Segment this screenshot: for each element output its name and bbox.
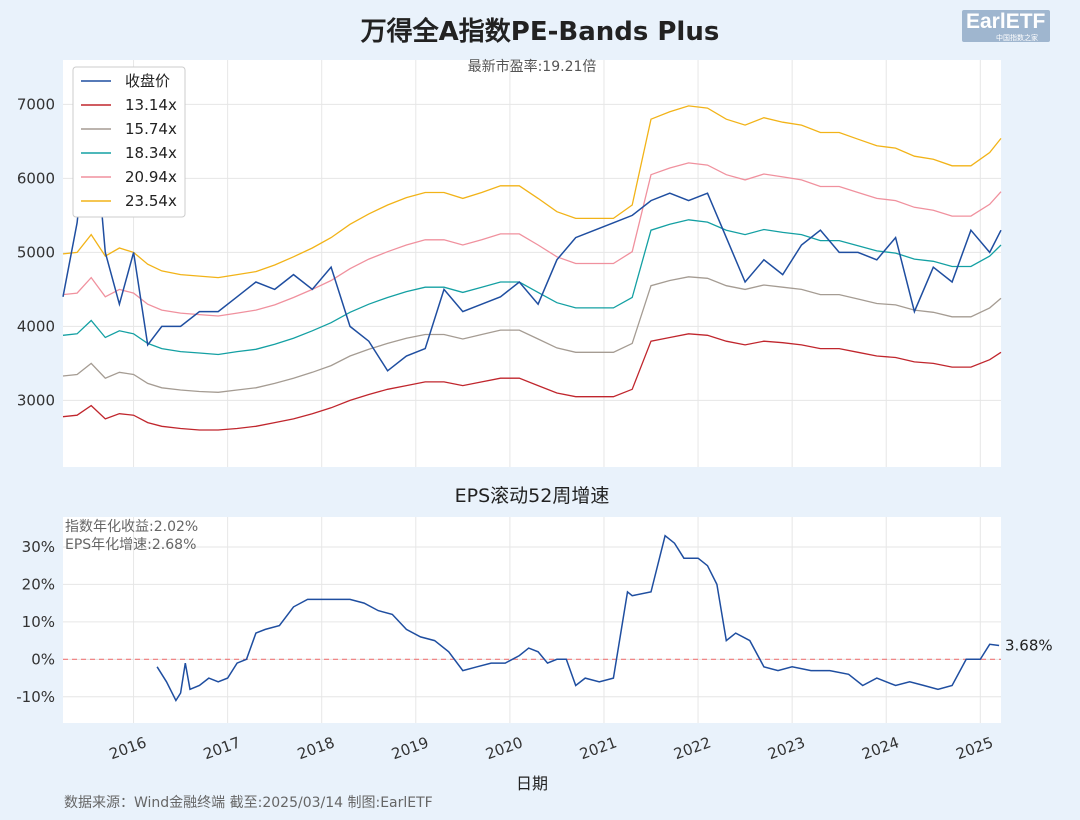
logo-subtext: 中国指数之家 — [996, 34, 1038, 42]
xtick-label: 2024 — [859, 733, 901, 763]
bottom-chart-title: EPS滚动52周增速 — [455, 485, 610, 507]
pe-bands-chart: 万得全A指数PE-Bands Plus 最新市盈率:19.21倍 3000 4000 5… — [17, 16, 1002, 467]
bottom-ytick-label: 10% — [22, 613, 55, 631]
footer-source: 数据来源：Wind金融终端 截至:2025/03/14 制图:EarlETF — [64, 795, 433, 811]
series-line-13.14x — [62, 333, 1002, 431]
bottom-plot-area — [63, 517, 1001, 723]
annotation-2: EPS年化增速:2.68% — [65, 537, 196, 553]
top-chart-subtitle: 最新市盈率:19.21倍 — [468, 58, 597, 75]
logo: EarlETF 中国指数之家 — [962, 10, 1050, 42]
last-value-label: 3.68% — [1005, 636, 1053, 654]
bottom-ytick-label: 20% — [22, 575, 55, 593]
logo-text: EarlETF — [966, 10, 1046, 33]
xtick-label: 2016 — [107, 733, 149, 763]
xtick-label: 2020 — [483, 733, 525, 763]
legend-label-收盘价: 收盘价 — [125, 72, 170, 90]
series-line-收盘价 — [62, 89, 1002, 372]
annotation-1: 指数年化收益:2.02% — [65, 519, 198, 535]
top-ytick-label: 4000 — [17, 317, 55, 335]
bottom-ytick-label: 30% — [22, 538, 55, 556]
xtick-label: 2025 — [954, 733, 996, 763]
legend-label-23.54x: 23.54x — [125, 192, 177, 210]
series-line-20.94x — [62, 162, 1002, 317]
top-chart-title: 万得全A指数PE-Bands Plus — [361, 16, 720, 47]
eps-growth-chart: EPS滚动52周增速 2016 2017 2018 2019 2020 2021 2022 20… — [16, 485, 1053, 793]
xtick-label: 2022 — [671, 733, 713, 763]
legend-label-18.34x: 18.34x — [125, 144, 177, 162]
top-ytick-label: 6000 — [17, 169, 55, 187]
series-line-23.54x — [62, 105, 1002, 279]
eps-growth-line — [156, 534, 1000, 703]
xtick-label: 2019 — [389, 733, 431, 763]
xtick-label: 2017 — [201, 733, 243, 763]
xtick-label: 2021 — [577, 733, 619, 763]
xtick-label: 2018 — [295, 733, 337, 763]
top-ytick-label: 5000 — [17, 243, 55, 261]
legend-label-20.94x: 20.94x — [125, 168, 177, 186]
top-ytick-label: 7000 — [17, 95, 55, 113]
bottom-ytick-label: -10% — [16, 688, 55, 706]
x-axis-label: 日期 — [516, 774, 548, 793]
series-line-15.74x — [62, 276, 1002, 393]
legend-label-15.74x: 15.74x — [125, 120, 177, 138]
xtick-label: 2023 — [765, 733, 807, 763]
top-ytick-label: 3000 — [17, 391, 55, 409]
legend-label-13.14x: 13.14x — [125, 96, 177, 114]
bottom-ytick-label: 0% — [31, 650, 55, 668]
top-plot-area — [63, 60, 1001, 467]
